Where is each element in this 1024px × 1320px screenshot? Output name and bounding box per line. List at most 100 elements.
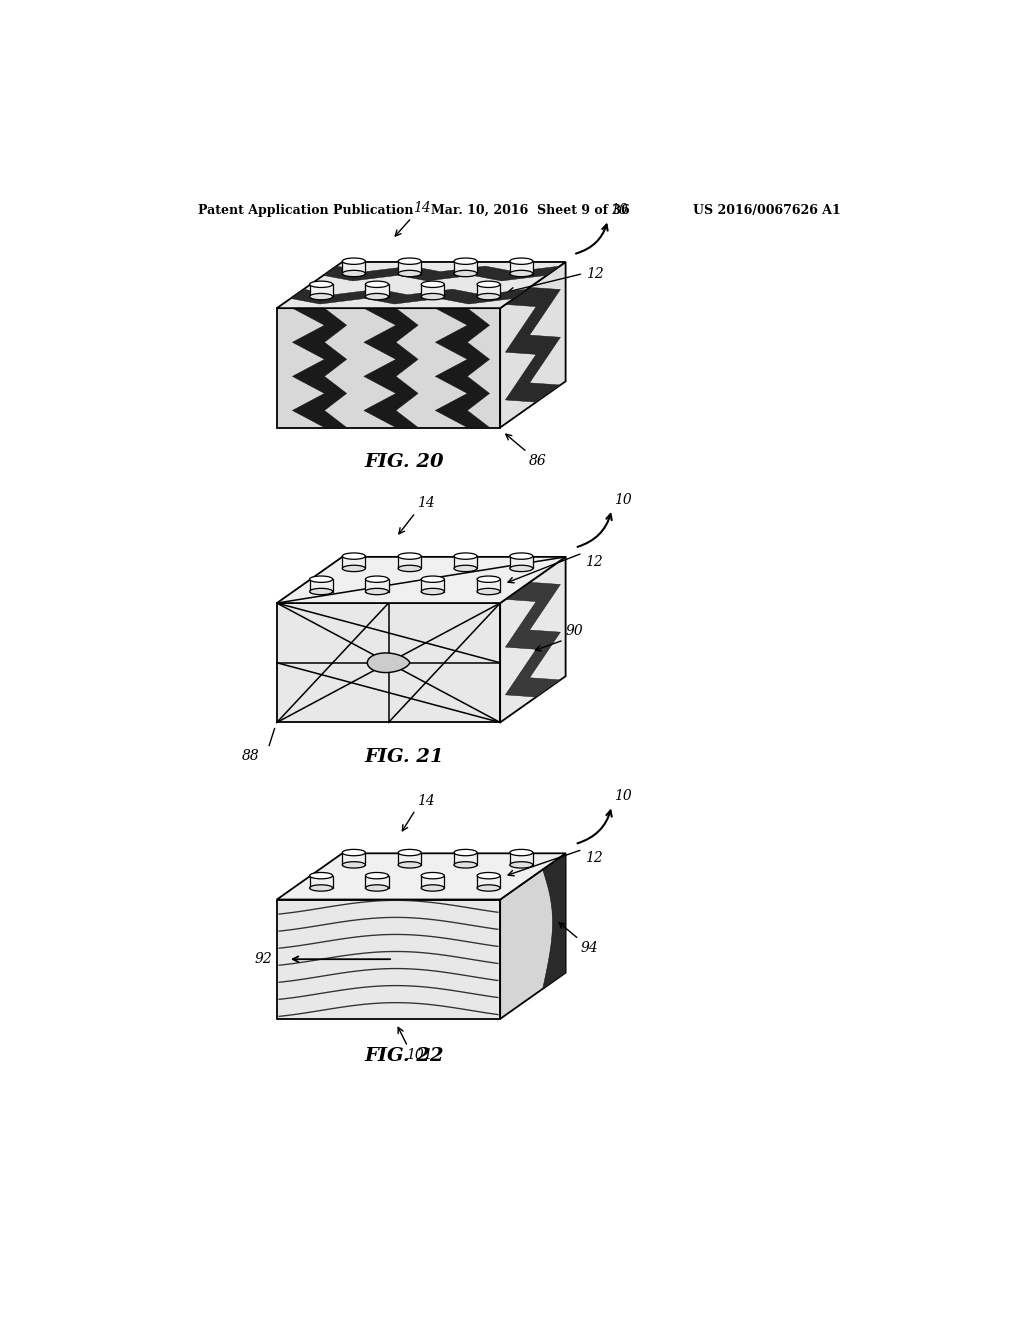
Ellipse shape: [398, 553, 421, 560]
Ellipse shape: [510, 257, 532, 264]
Polygon shape: [309, 284, 333, 297]
Polygon shape: [276, 308, 500, 428]
Ellipse shape: [398, 862, 421, 869]
Text: 14: 14: [413, 201, 431, 215]
Ellipse shape: [477, 589, 500, 595]
Polygon shape: [293, 308, 347, 428]
Polygon shape: [500, 557, 565, 722]
Text: 86: 86: [528, 454, 547, 469]
Text: FIG. 22: FIG. 22: [365, 1047, 443, 1065]
Ellipse shape: [421, 884, 444, 891]
Ellipse shape: [366, 884, 388, 891]
Polygon shape: [342, 261, 366, 273]
Polygon shape: [510, 853, 532, 865]
Polygon shape: [342, 556, 366, 569]
Ellipse shape: [454, 553, 477, 560]
Ellipse shape: [510, 849, 532, 855]
Ellipse shape: [309, 873, 333, 879]
Polygon shape: [276, 853, 565, 899]
Ellipse shape: [421, 576, 444, 582]
Ellipse shape: [510, 862, 532, 869]
Ellipse shape: [309, 293, 333, 300]
Ellipse shape: [366, 873, 388, 879]
Text: 94: 94: [581, 941, 598, 954]
Ellipse shape: [477, 281, 500, 288]
Polygon shape: [510, 556, 532, 569]
Ellipse shape: [510, 565, 532, 572]
Text: 14: 14: [417, 496, 435, 511]
Polygon shape: [309, 875, 333, 888]
Text: US 2016/0067626 A1: US 2016/0067626 A1: [692, 205, 841, 218]
Ellipse shape: [454, 849, 477, 855]
Text: 101: 101: [407, 1048, 433, 1063]
Ellipse shape: [421, 281, 444, 288]
Text: FIG. 21: FIG. 21: [365, 748, 443, 766]
Text: Patent Application Publication: Patent Application Publication: [199, 205, 414, 218]
Polygon shape: [454, 261, 477, 273]
Ellipse shape: [342, 565, 366, 572]
Polygon shape: [506, 288, 560, 403]
Polygon shape: [477, 579, 500, 591]
Polygon shape: [276, 261, 565, 308]
Text: 12: 12: [586, 267, 603, 281]
Text: 10: 10: [610, 203, 628, 218]
Ellipse shape: [398, 849, 421, 855]
Text: 10: 10: [614, 492, 632, 507]
Polygon shape: [276, 603, 500, 722]
Ellipse shape: [309, 589, 333, 595]
Polygon shape: [324, 267, 560, 281]
Polygon shape: [366, 579, 388, 591]
Polygon shape: [398, 556, 421, 569]
Text: 88: 88: [242, 750, 260, 763]
Ellipse shape: [366, 293, 388, 300]
Ellipse shape: [421, 873, 444, 879]
Ellipse shape: [342, 257, 366, 264]
Text: 92: 92: [255, 952, 272, 966]
Ellipse shape: [398, 271, 421, 277]
Ellipse shape: [342, 271, 366, 277]
Ellipse shape: [398, 565, 421, 572]
Text: 12: 12: [585, 554, 602, 569]
Text: FIG. 20: FIG. 20: [365, 453, 443, 471]
Ellipse shape: [342, 849, 366, 855]
Polygon shape: [454, 556, 477, 569]
Ellipse shape: [454, 271, 477, 277]
Text: 12: 12: [585, 851, 602, 865]
Ellipse shape: [309, 884, 333, 891]
Polygon shape: [421, 284, 444, 297]
Polygon shape: [477, 284, 500, 297]
Polygon shape: [366, 875, 388, 888]
Polygon shape: [506, 582, 560, 697]
Ellipse shape: [477, 884, 500, 891]
Polygon shape: [364, 308, 418, 428]
Ellipse shape: [366, 576, 388, 582]
Ellipse shape: [398, 257, 421, 264]
Polygon shape: [398, 853, 421, 865]
Polygon shape: [500, 853, 565, 1019]
Polygon shape: [454, 853, 477, 865]
Ellipse shape: [510, 553, 532, 560]
Polygon shape: [435, 308, 489, 428]
Polygon shape: [276, 899, 500, 1019]
Ellipse shape: [510, 271, 532, 277]
Ellipse shape: [421, 293, 444, 300]
Polygon shape: [421, 875, 444, 888]
Ellipse shape: [309, 281, 333, 288]
Polygon shape: [477, 875, 500, 888]
Ellipse shape: [454, 257, 477, 264]
Polygon shape: [500, 261, 565, 428]
Polygon shape: [276, 557, 565, 603]
Ellipse shape: [309, 576, 333, 582]
Polygon shape: [510, 261, 532, 273]
Text: Mar. 10, 2016  Sheet 9 of 36: Mar. 10, 2016 Sheet 9 of 36: [431, 205, 630, 218]
Ellipse shape: [342, 553, 366, 560]
Polygon shape: [368, 653, 410, 673]
Ellipse shape: [366, 589, 388, 595]
Ellipse shape: [477, 576, 500, 582]
Text: 90: 90: [565, 624, 583, 638]
Polygon shape: [309, 579, 333, 591]
Ellipse shape: [366, 281, 388, 288]
Ellipse shape: [421, 589, 444, 595]
Ellipse shape: [342, 862, 366, 869]
Ellipse shape: [477, 873, 500, 879]
